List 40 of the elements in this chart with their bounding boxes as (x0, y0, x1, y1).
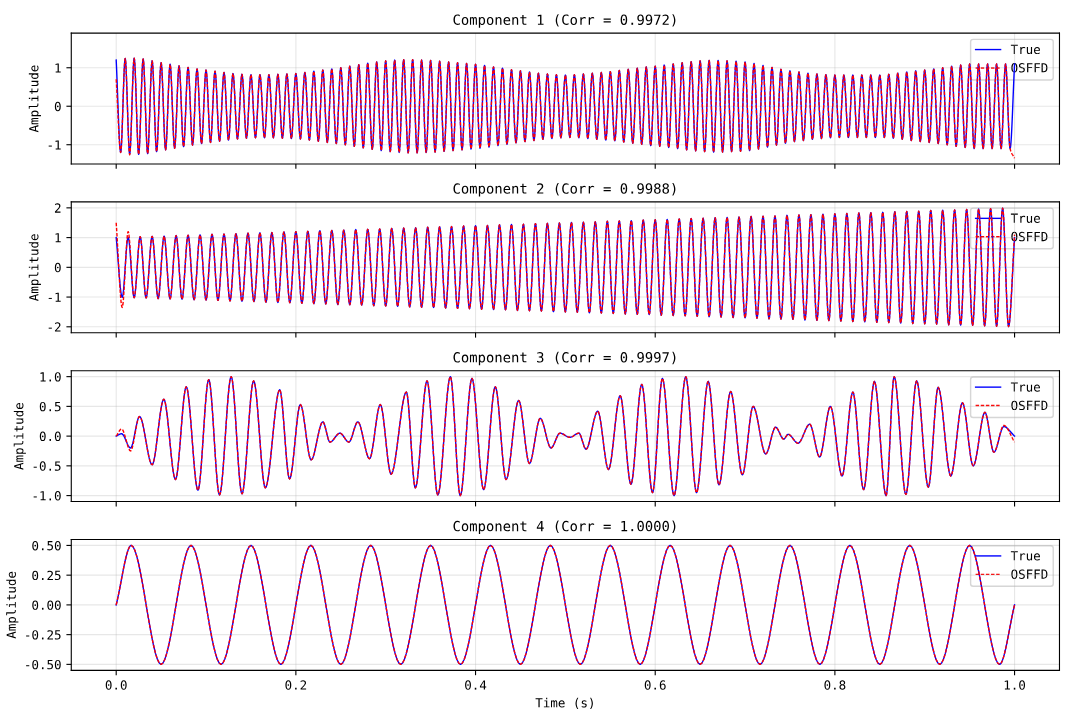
y-tick-label: -1 (48, 140, 61, 150)
legend-label: True (1010, 382, 1040, 392)
y-tick-label: 0.25 (32, 570, 61, 581)
x-tick-label: 0.4 (465, 680, 487, 690)
y-tick-label: 0.5 (39, 401, 61, 412)
legend-label: True (1010, 551, 1040, 561)
legend-label: True (1010, 213, 1040, 223)
y-tick-label: 0 (54, 101, 61, 112)
chart-title: Component 4 (Corr = 1.0000) (453, 520, 676, 535)
y-tick-label: 0.00 (32, 600, 61, 610)
chart-title: Component 2 (Corr = 0.9988) (453, 183, 676, 197)
y-tick-label: -2 (48, 322, 61, 332)
y-axis-title: Amplitude (28, 65, 41, 133)
legend-label: OSFFD (1011, 400, 1048, 411)
y-tick-label: 2 (54, 203, 61, 213)
x-axis-title: Time (s) (535, 697, 593, 709)
chart-title: Component 3 (Corr = 0.9997) (453, 351, 676, 366)
y-axis-title: Amplitude (6, 571, 19, 639)
x-tick-label: 0.2 (285, 680, 307, 690)
y-tick-label: 0.0 (39, 431, 61, 442)
y-axis-title: Amplitude (13, 402, 26, 470)
y-tick-label: -0.5 (33, 461, 61, 471)
y-tick-label: -1 (48, 292, 61, 302)
y-tick-label: 1 (55, 63, 61, 73)
legend-label: OSFFD (1011, 569, 1048, 579)
x-tick-label: 0.6 (644, 680, 666, 690)
y-tick-label: 0.50 (32, 540, 61, 551)
chart-title: Component 1 (Corr = 0.9972) (453, 14, 676, 28)
y-axis-title: Amplitude (28, 234, 41, 301)
legend-label: OSFFD (1011, 231, 1048, 242)
x-tick-label: 1.0 (1004, 680, 1026, 690)
legend-label: True (1010, 44, 1040, 55)
y-tick-label: 0 (54, 262, 61, 273)
x-tick-label: 0.8 (824, 680, 846, 690)
y-tick-label: -0.25 (26, 630, 61, 640)
y-tick-label: 1 (55, 233, 61, 243)
y-tick-label: -1.0 (33, 491, 61, 501)
y-tick-label: -0.50 (26, 659, 61, 670)
y-tick-label: 1.0 (40, 372, 61, 382)
x-tick-label: 0.0 (105, 680, 127, 690)
